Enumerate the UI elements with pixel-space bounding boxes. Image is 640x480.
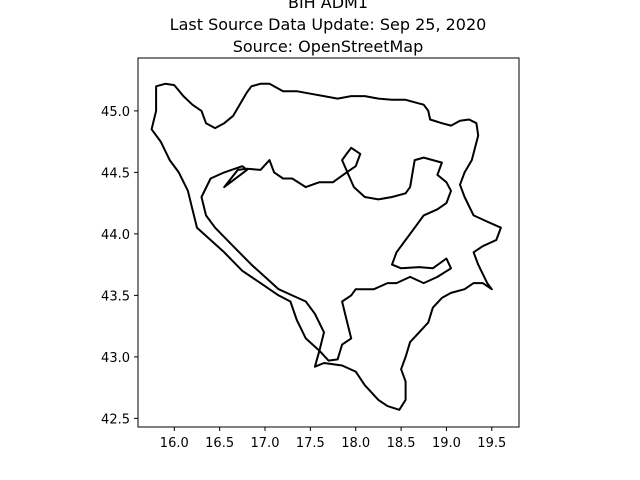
y-tick-label: 43.5 bbox=[101, 289, 130, 304]
x-tick-label: 19.5 bbox=[477, 436, 506, 451]
x-tick-label: 16.5 bbox=[205, 436, 234, 451]
y-tick-label: 45.0 bbox=[101, 105, 130, 120]
x-tick-label: 17.0 bbox=[251, 436, 280, 451]
region-outline-1 bbox=[150, 82, 502, 411]
y-axis: 42.5 43.0 43.5 44.0 44.5 45.0 bbox=[101, 105, 138, 427]
x-tick-label: 18.5 bbox=[387, 436, 416, 451]
map-title-block: BIH ADM1 Last Source Data Update: Sep 25… bbox=[0, 0, 640, 58]
region-outline-2 bbox=[200, 146, 452, 362]
map-subtitle-source: Source: OpenStreetMap bbox=[232, 37, 424, 56]
y-tick-label: 43.0 bbox=[101, 351, 130, 366]
x-tick-label: 16.0 bbox=[160, 436, 189, 451]
x-tick-label: 19.0 bbox=[432, 436, 461, 451]
y-tick-label: 44.0 bbox=[101, 228, 130, 243]
x-axis: 16.0 16.5 17.0 17.5 18.0 18.5 19.0 19.5 bbox=[160, 427, 506, 451]
y-tick-label: 42.5 bbox=[101, 412, 130, 427]
map-subtitle-update: Last Source Data Update: Sep 25, 2020 bbox=[169, 15, 487, 34]
map-title: BIH ADM1 bbox=[287, 0, 369, 12]
y-tick-label: 44.5 bbox=[101, 166, 130, 181]
x-tick-label: 17.5 bbox=[296, 436, 325, 451]
x-tick-label: 18.0 bbox=[341, 436, 370, 451]
plot-frame bbox=[137, 57, 520, 428]
regions-layer bbox=[150, 82, 502, 411]
